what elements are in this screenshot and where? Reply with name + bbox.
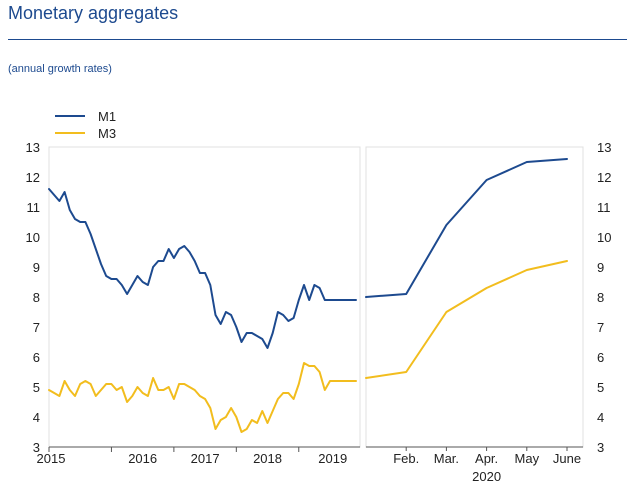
chart-title: Monetary aggregates	[8, 3, 179, 23]
y-tick-label: 12	[26, 170, 40, 185]
y-tick-label: 4	[597, 410, 604, 425]
chart-subtitle: (annual growth rates)	[8, 63, 112, 75]
series-line-m3-2015-2019	[48, 362, 357, 433]
plot-frame-left	[48, 146, 361, 448]
y-tick-label: 13	[597, 140, 611, 155]
x-tick-label: May	[515, 451, 540, 466]
y-tick-label: 8	[33, 290, 40, 305]
y-tick-label: 10	[597, 230, 611, 245]
x-tick-label: June	[553, 451, 581, 466]
x-tick-label: Feb.	[393, 451, 419, 466]
y-tick-label: 7	[33, 320, 40, 335]
x-tick-label: Mar.	[434, 451, 459, 466]
y-tick-label: 11	[597, 200, 611, 215]
y-axis-right: 3 4 5 6 7 8 9 10 11 12 13	[597, 140, 611, 455]
y-tick-label: 8	[597, 290, 604, 305]
y-tick-label: 11	[27, 200, 41, 215]
legend-label-m3: M3	[98, 126, 116, 141]
series	[48, 158, 568, 433]
y-tick-label: 6	[33, 350, 40, 365]
y-tick-label: 9	[597, 260, 604, 275]
x-tick-label: 2016	[128, 451, 157, 466]
y-tick-label: 3	[33, 440, 40, 455]
x-tick-label: 2015	[37, 451, 66, 466]
y-tick-label: 12	[597, 170, 611, 185]
y-tick-label: 13	[26, 140, 40, 155]
x-axis-left-ticks: 2015 2016 2017 2018 2019	[37, 447, 347, 466]
y-tick-label: 9	[33, 260, 40, 275]
y-tick-label: 4	[33, 410, 40, 425]
series-line-m1-2020	[365, 158, 568, 298]
y-tick-label: 5	[33, 380, 40, 395]
y-tick-label: 7	[597, 320, 604, 335]
x-tick-label: Apr.	[475, 451, 498, 466]
series-line-m1-2015-2019	[48, 188, 357, 349]
y-tick-label: 10	[26, 230, 40, 245]
x-tick-label: 2018	[253, 451, 282, 466]
y-tick-label: 3	[597, 440, 604, 455]
x-axis-right-ticks: Feb. Mar. Apr. May June 2020	[393, 447, 581, 484]
x-tick-label: 2019	[318, 451, 347, 466]
series-line-m3-2020	[365, 260, 568, 379]
legend-label-m1: M1	[98, 109, 116, 124]
legend: M1 M3	[55, 109, 116, 141]
x-tick-sublabel: 2020	[472, 469, 501, 484]
y-axis-left: 3 4 5 6 7 8 9 10 11 12 13	[26, 140, 40, 455]
plot-frame-right	[365, 146, 584, 448]
y-tick-label: 6	[597, 350, 604, 365]
y-tick-label: 5	[597, 380, 604, 395]
x-tick-label: 2017	[191, 451, 220, 466]
title-divider	[8, 39, 627, 40]
